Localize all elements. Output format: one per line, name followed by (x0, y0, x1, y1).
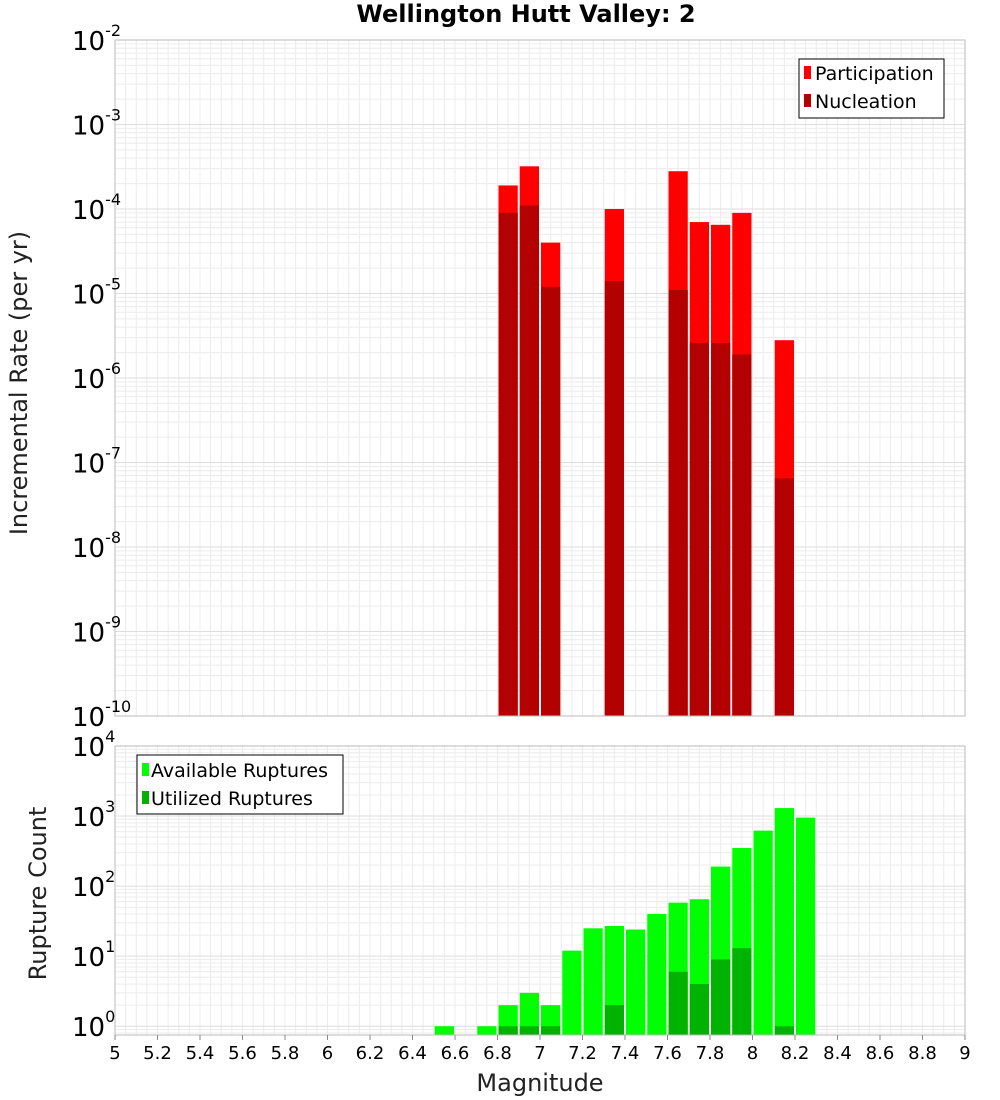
x-tick-label: 8.2 (781, 1043, 810, 1064)
bottom-y-tick-label: 103 (72, 797, 115, 833)
top-bar-nucleation (711, 342, 731, 716)
bottom-bar-available-ruptures (583, 928, 603, 1035)
bottom-y-tick-label: 104 (72, 727, 115, 763)
legend-swatch-nucleation (804, 94, 811, 107)
bottom-bar-available-ruptures (519, 992, 539, 1035)
x-tick-label: 6.2 (356, 1043, 385, 1064)
bottom-y-tick-label: 102 (72, 867, 115, 903)
top-bars (498, 166, 794, 717)
bottom-bar-available-ruptures (647, 914, 667, 1035)
bottom-bar-utilized-ruptures (668, 971, 688, 1035)
top-y-tick-label: 10-5 (72, 275, 121, 311)
bottom-bar-utilized-ruptures (541, 1026, 561, 1035)
bottom-bar-utilized-ruptures (732, 948, 752, 1035)
legend-swatch-participation (804, 66, 811, 79)
top-gridlines (114, 39, 966, 717)
top-legend: Participation Nucleation (798, 58, 945, 119)
bottom-y-tick-label: 100 (72, 1007, 115, 1043)
bottom-bar-available-ruptures (626, 929, 646, 1035)
bottom-bar-available-ruptures (753, 830, 773, 1035)
x-tick-label: 5.2 (143, 1043, 172, 1064)
bottom-bar-available-ruptures (477, 1026, 497, 1035)
x-tick-label: 7.6 (653, 1043, 682, 1064)
x-axis-label: Magnitude (476, 1069, 603, 1097)
top-y-tick-label: 10-6 (72, 359, 121, 395)
bottom-bar-available-ruptures (796, 817, 816, 1035)
bottom-bar-available-ruptures (774, 808, 794, 1035)
x-tick-label: 8 (747, 1043, 758, 1064)
x-tick-label: 6.6 (441, 1043, 470, 1064)
x-tick-label: 6.8 (483, 1043, 512, 1064)
top-bar-nucleation (689, 342, 709, 716)
top-y-tick-label: 10-7 (72, 444, 121, 480)
x-tick-label: 5.4 (186, 1043, 215, 1064)
legend-label-utilized-ruptures: Utilized Ruptures (151, 788, 313, 810)
top-bar-nucleation (541, 286, 561, 716)
x-tick-label: 8.8 (908, 1043, 937, 1064)
top-y-tick-label: 10-4 (72, 190, 121, 226)
bottom-bars (434, 808, 816, 1035)
top-y-tick-label: 10-2 (72, 21, 121, 57)
x-tick-label: 9 (959, 1043, 970, 1064)
legend-label-nucleation: Nucleation (815, 91, 917, 113)
top-y-tick-label: 10-9 (72, 613, 121, 649)
bottom-y-tick-label: 101 (72, 937, 115, 973)
top-bar-nucleation (604, 281, 624, 716)
top-y-tick-label: 10-8 (72, 528, 121, 564)
bottom-bar-utilized-ruptures (689, 984, 709, 1035)
top-y-tick-label: 10-3 (72, 106, 121, 142)
legend-swatch-available-ruptures (142, 763, 149, 776)
bottom-y-tick-labels: 100 101 102 103 104 (72, 727, 115, 1043)
legend-label-available-ruptures: Available Ruptures (151, 760, 328, 782)
chart-title: Wellington Hutt Valley: 2 (356, 0, 695, 28)
bottom-bar-available-ruptures (434, 1026, 454, 1035)
legend-swatch-utilized-ruptures (142, 791, 149, 804)
legend-label-participation: Participation (815, 63, 934, 85)
x-tick-label: 5.6 (228, 1043, 257, 1064)
x-tick-label: 8.4 (823, 1043, 852, 1064)
top-bar-nucleation (732, 354, 752, 716)
x-tick-label: 5 (109, 1043, 120, 1064)
x-tick-label: 7.4 (611, 1043, 640, 1064)
top-bar-nucleation (498, 212, 518, 716)
bottom-legend: Available Ruptures Utilized Ruptures (136, 754, 344, 815)
top-y-axis-label: Incremental Rate (per yr) (5, 231, 33, 535)
bottom-bar-utilized-ruptures (774, 1026, 794, 1035)
top-plot-frame (114, 39, 966, 717)
bottom-bar-utilized-ruptures (498, 1026, 518, 1035)
bottom-bar-utilized-ruptures (604, 1005, 624, 1035)
top-y-tick-label: 10-10 (72, 697, 131, 733)
bottom-y-axis-label: Rupture Count (24, 807, 52, 981)
x-tick-label: 6 (322, 1043, 333, 1064)
top-legend-box (798, 58, 945, 119)
x-tick-label: 7.2 (568, 1043, 597, 1064)
bottom-bar-utilized-ruptures (711, 959, 731, 1035)
top-y-tick-labels: 10-10 10-9 10-8 10-7 10-6 10-5 10-4 10-3 10-2 (72, 21, 131, 733)
x-tick-label: 7.8 (696, 1043, 725, 1064)
bottom-bar-available-ruptures (562, 950, 582, 1035)
top-bar-nucleation (774, 478, 794, 716)
x-tick-label: 8.6 (866, 1043, 895, 1064)
top-bar-nucleation (668, 290, 688, 716)
bottom-legend-box (136, 754, 344, 815)
x-tick-labels: 5 5.2 5.4 5.6 5.8 6 6.2 6.4 6.6 6.8 7 7.2 7.4 7.6 7.8 8… (109, 1035, 971, 1064)
x-tick-label: 7 (534, 1043, 545, 1064)
top-bar-nucleation (519, 205, 539, 716)
bottom-bar-utilized-ruptures (519, 1026, 539, 1035)
x-tick-label: 6.4 (398, 1043, 427, 1064)
x-tick-label: 5.8 (271, 1043, 300, 1064)
